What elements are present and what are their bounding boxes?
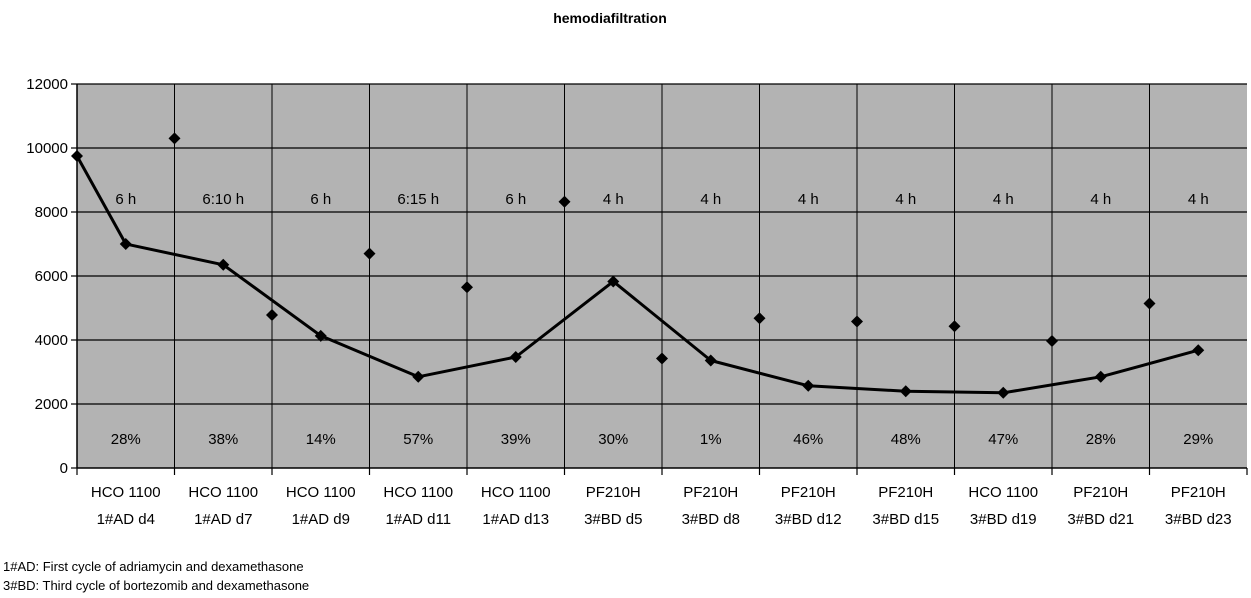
- x-category-label: PF210H: [878, 484, 933, 501]
- duration-label: 4 h: [1090, 191, 1111, 208]
- reduction-label: 38%: [208, 431, 238, 448]
- y-axis-ticks: 0 2000 4000 6000 8000 10000 12000: [26, 76, 68, 477]
- line-point: [314, 329, 327, 342]
- x-category-label: HCO 1100: [968, 484, 1038, 501]
- scatter-point: [558, 195, 571, 208]
- x-category-label: HCO 1100: [481, 484, 551, 501]
- line-point: [509, 350, 522, 363]
- duration-label: 6:15 h: [397, 191, 439, 208]
- duration-labels: 6 h 6:10 h 6 h 6:15 h 6 h 4 h 4 h 4 h 4 h 4 h 4 h 4…: [115, 191, 1208, 208]
- line-point: [217, 258, 230, 271]
- reduction-label: 29%: [1183, 431, 1213, 448]
- line-point: [71, 150, 83, 162]
- x-category-sublabel: 3#BD d8: [682, 511, 740, 528]
- x-category-sublabel: 1#AD d9: [292, 511, 350, 528]
- chart-title: hemodiafiltration: [553, 10, 667, 26]
- scatter-point: [461, 281, 473, 294]
- scatter-point: [168, 132, 181, 145]
- x-category-label: PF210H: [1073, 484, 1128, 501]
- scatter-point: [753, 312, 766, 325]
- line-point: [899, 385, 912, 398]
- reduction-label: 14%: [306, 431, 336, 448]
- line-point: [607, 275, 620, 288]
- scatter-point: [1046, 334, 1058, 347]
- line-point: [802, 379, 815, 392]
- x-category-label: HCO 1100: [91, 484, 161, 501]
- x-category-label: PF210H: [683, 484, 738, 501]
- line-point: [119, 238, 132, 250]
- scatter-point: [851, 315, 863, 328]
- y-tick-label: 0: [60, 460, 68, 477]
- x-category-sublabel: 3#BD d21: [1067, 511, 1134, 528]
- x-category-sublabel: 3#BD d12: [775, 511, 842, 528]
- x-category-sublabel: 3#BD d5: [584, 511, 642, 528]
- x-category-sublabel: 3#BD d19: [970, 511, 1037, 528]
- data-series: [71, 132, 1205, 399]
- reduction-labels: 28% 38% 14% 57% 39% 30% 1% 46% 48% 47% 28% 29%: [111, 431, 1214, 448]
- footnote-ad: 1#AD: First cycle of adriamycin and dexa…: [3, 559, 304, 574]
- reduction-label: 48%: [891, 431, 921, 448]
- duration-label: 6:10 h: [202, 191, 244, 208]
- y-tick-label: 8000: [35, 204, 68, 221]
- duration-label: 4 h: [603, 191, 624, 208]
- reduction-label: 1%: [700, 431, 722, 448]
- reduction-label: 39%: [501, 431, 531, 448]
- scatter-point: [948, 320, 961, 333]
- x-category-label: PF210H: [586, 484, 641, 501]
- reduction-label: 57%: [403, 431, 433, 448]
- y-tick-label: 12000: [26, 76, 68, 93]
- line-point: [1094, 370, 1107, 383]
- line-point: [412, 370, 425, 383]
- y-tick-label: 6000: [35, 268, 68, 285]
- scatter-point: [656, 352, 668, 365]
- reduction-label: 28%: [1086, 431, 1116, 448]
- duration-label: 4 h: [798, 191, 819, 208]
- line-point: [1192, 344, 1205, 357]
- reduction-label: 28%: [111, 431, 141, 448]
- y-tick-label: 2000: [35, 396, 68, 413]
- x-axis-categories: HCO 1100 1#AD d4 HCO 1100 1#AD d7 HCO 1100 1#…: [91, 484, 1232, 528]
- reduction-label: 30%: [598, 431, 628, 448]
- scatter-point: [266, 309, 278, 322]
- duration-label: 6 h: [505, 191, 526, 208]
- duration-label: 4 h: [993, 191, 1014, 208]
- scatter-point: [1143, 297, 1156, 310]
- y-tick-label: 4000: [35, 332, 68, 349]
- duration-label: 6 h: [310, 191, 331, 208]
- x-category-sublabel: 1#AD d4: [97, 511, 155, 528]
- duration-label: 4 h: [700, 191, 721, 208]
- axes: [71, 83, 1248, 475]
- x-category-sublabel: 3#BD d15: [872, 511, 939, 528]
- y-tick-label: 10000: [26, 140, 68, 157]
- x-category-label: PF210H: [781, 484, 836, 501]
- line-point: [997, 386, 1010, 399]
- x-category-sublabel: 1#AD d11: [385, 511, 451, 528]
- x-category-label: PF210H: [1171, 484, 1226, 501]
- x-category-sublabel: 3#BD d23: [1165, 511, 1232, 528]
- gridlines: [77, 83, 1247, 468]
- x-category-label: HCO 1100: [286, 484, 356, 501]
- x-category-sublabel: 1#AD d13: [482, 511, 549, 528]
- reduction-label: 46%: [793, 431, 823, 448]
- reduction-label: 47%: [988, 431, 1018, 448]
- scatter-point: [363, 247, 376, 260]
- x-category-label: HCO 1100: [188, 484, 258, 501]
- x-category-sublabel: 1#AD d7: [194, 511, 252, 528]
- duration-label: 4 h: [1188, 191, 1209, 208]
- x-category-label: HCO 1100: [383, 484, 453, 501]
- duration-label: 6 h: [115, 191, 136, 208]
- footnote-bd: 3#BD: Third cycle of bortezomib and dexa…: [3, 578, 309, 593]
- line-point: [704, 354, 717, 367]
- duration-label: 4 h: [895, 191, 916, 208]
